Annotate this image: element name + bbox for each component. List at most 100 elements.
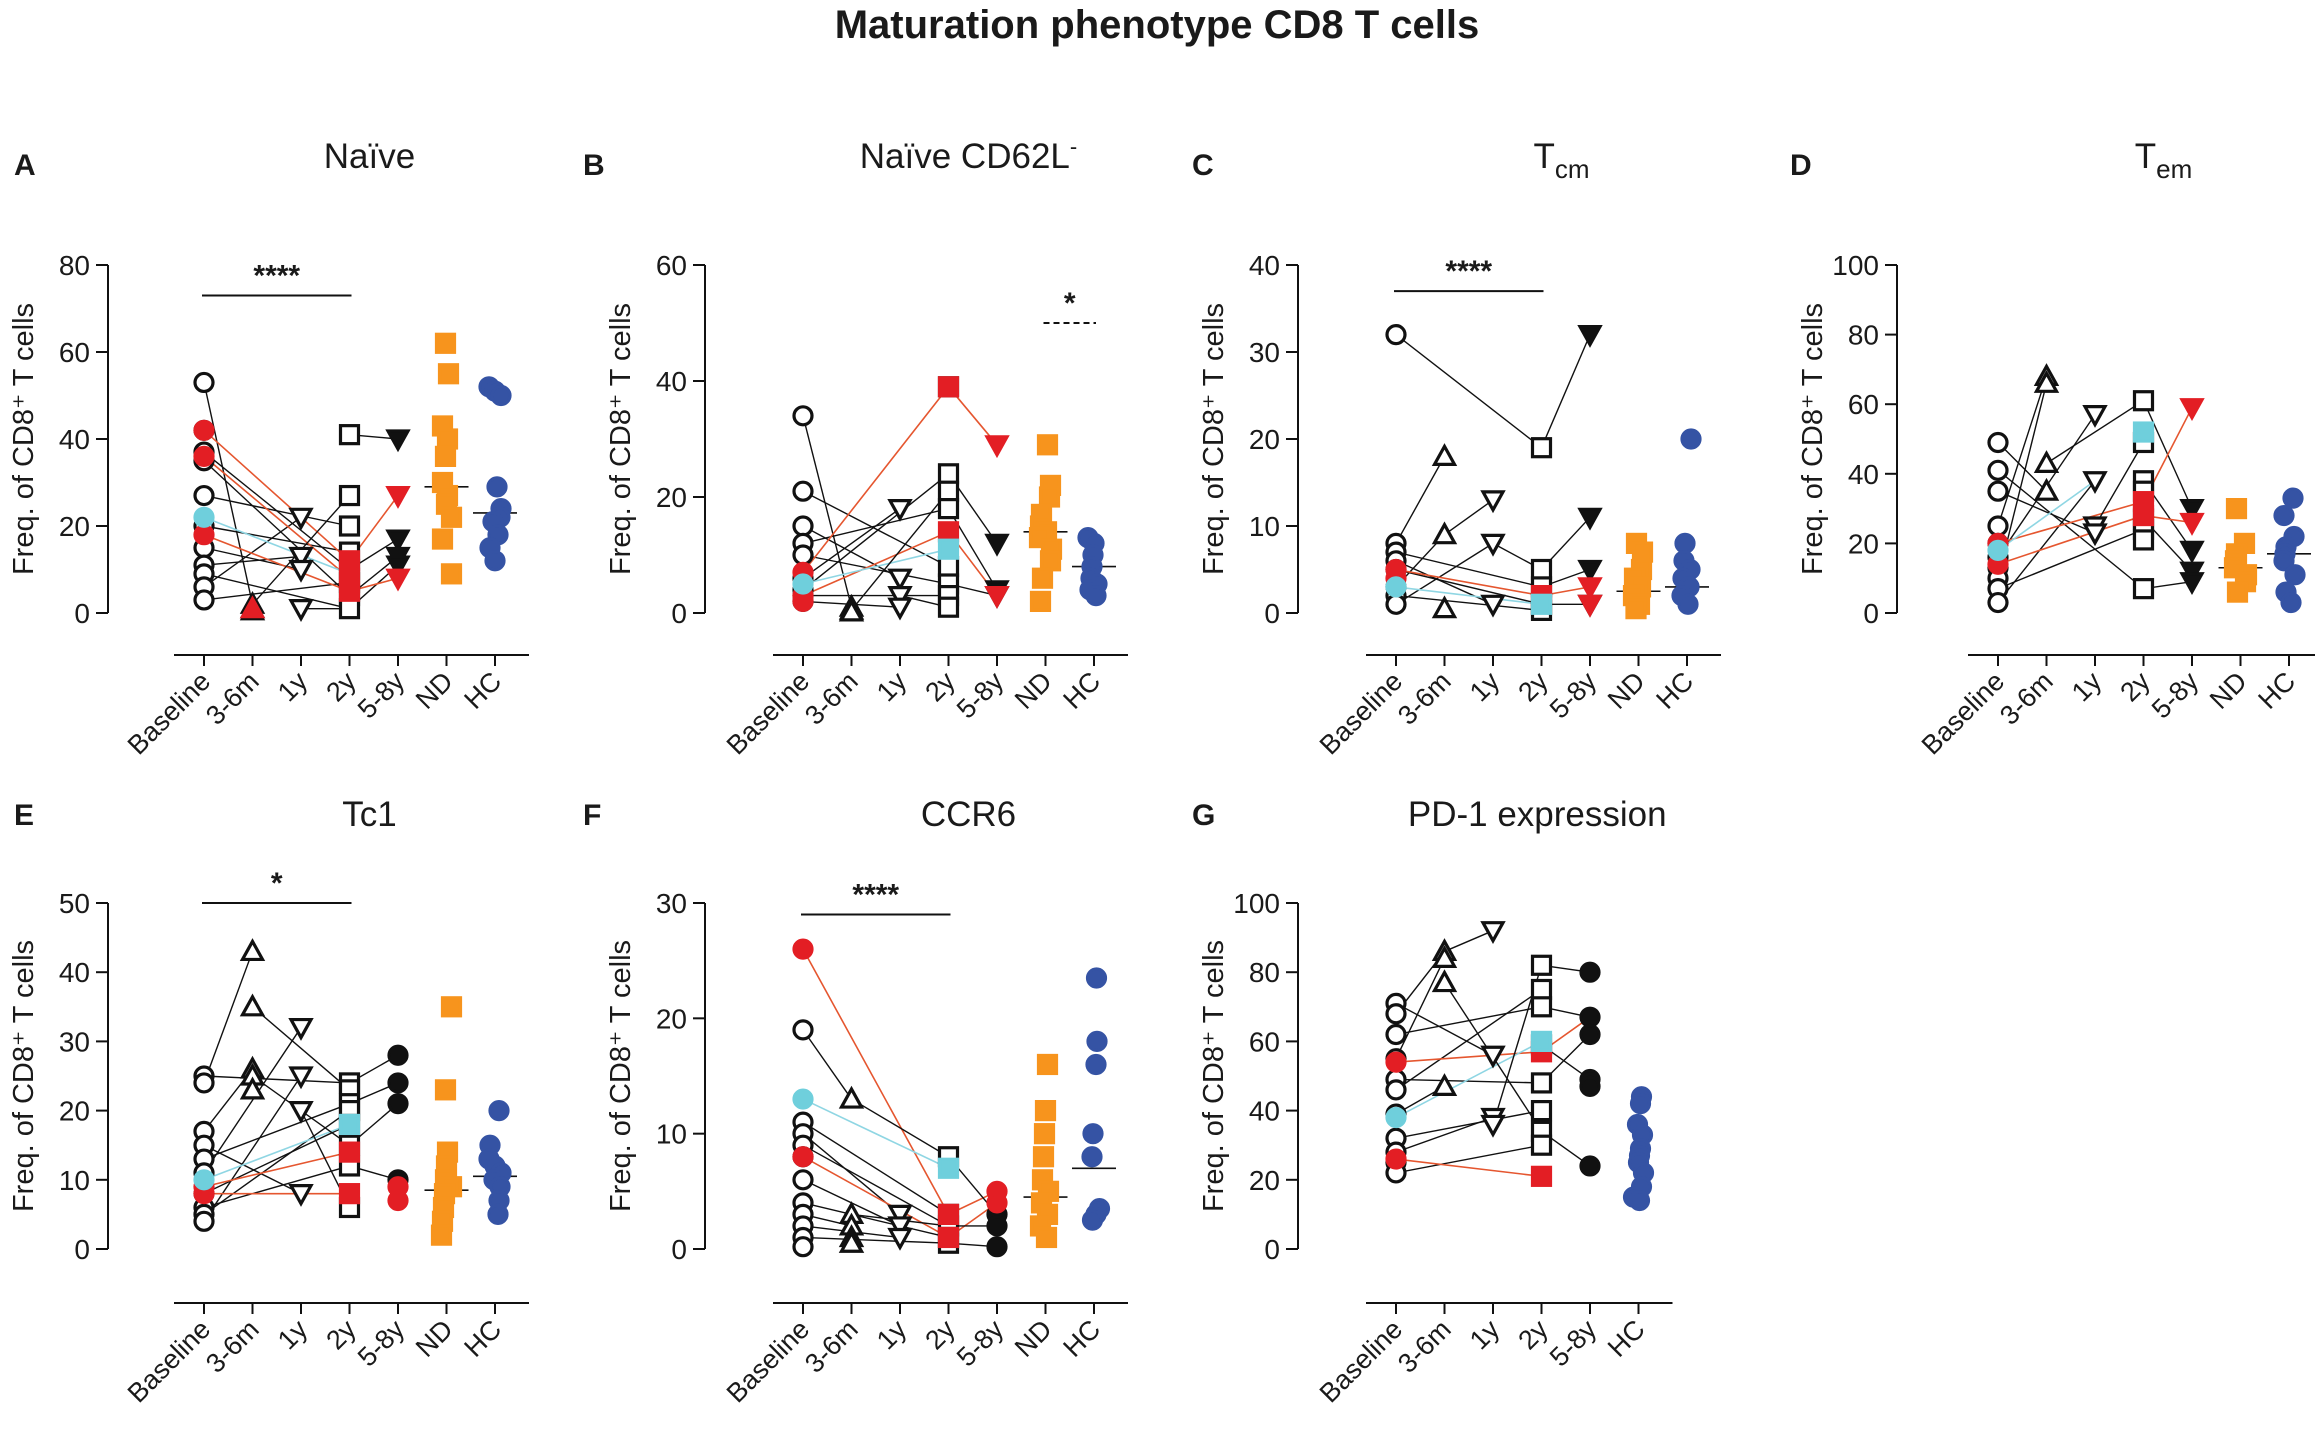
data-point [288, 1017, 314, 1041]
connecting-line [203, 1165, 350, 1209]
data-point-hc [1085, 967, 1108, 989]
data-point-nd [1625, 598, 1647, 620]
connecting-line [1395, 1116, 1494, 1153]
y-tick-label: 60 [656, 250, 687, 281]
data-point-hc [2273, 550, 2295, 572]
x-tick-label: ND [1009, 1314, 1058, 1363]
data-point [1480, 1045, 1506, 1069]
data-point [2179, 499, 2205, 522]
data-point-nd [1039, 550, 1062, 572]
connecting-line [1395, 594, 1542, 612]
data-point-hc [2273, 504, 2295, 527]
y-tick-label: 0 [74, 598, 90, 629]
y-tick-label: 10 [59, 1165, 90, 1196]
connecting-line [802, 1144, 949, 1227]
data-point [1385, 1051, 1407, 1073]
panel-letter: F [583, 799, 601, 832]
connecting-line [802, 1156, 949, 1239]
data-point [937, 1226, 960, 1249]
x-tick-label: 3-6m [200, 1314, 265, 1379]
data-point-nd [1036, 434, 1059, 456]
x-tick-label: HC [458, 1314, 507, 1363]
data-point [288, 1184, 314, 1207]
data-point [1431, 1073, 1458, 1096]
x-tick-label: 1y [272, 1314, 314, 1356]
y-tick-label: 40 [1249, 250, 1280, 281]
figure-title: Maturation phenotype CD8 T cells [835, 3, 1480, 47]
panel-letter: E [14, 799, 34, 832]
y-tick-label: 80 [1848, 320, 1879, 351]
data-point [1577, 594, 1603, 618]
data-point [986, 1215, 1008, 1237]
x-tick-label: 3-6m [1994, 666, 2059, 731]
data-point [385, 568, 411, 592]
y-tick-label: 60 [1249, 1026, 1280, 1057]
connecting-line [802, 473, 949, 591]
data-point [937, 1203, 960, 1226]
data-point-nd [430, 1224, 453, 1246]
y-tick-label: 0 [1264, 1234, 1280, 1265]
data-point [193, 524, 215, 546]
data-point [937, 463, 960, 485]
y-tick-label: 20 [1249, 424, 1280, 455]
y-tick-label: 60 [1848, 389, 1879, 420]
significance-label: **** [253, 259, 300, 292]
data-point [387, 1189, 409, 1212]
data-point [1579, 1075, 1601, 1097]
data-point [887, 568, 913, 592]
x-tick-label: 1y [871, 666, 913, 708]
panel-letter: B [583, 149, 605, 182]
panel-C: C Tcm 0 10 20 30 40 Freq. of CD8⁺ T cells Baseli… [1192, 137, 1721, 760]
data-point [937, 521, 960, 543]
data-point [1987, 480, 2009, 502]
connecting-line [802, 386, 950, 573]
data-point-nd [434, 1079, 457, 1101]
panel-letter: A [14, 149, 36, 182]
connecting-line [1444, 930, 1494, 953]
y-tick-label: 40 [59, 424, 90, 455]
y-tick-label: 50 [59, 888, 90, 919]
data-point [387, 1072, 409, 1094]
connecting-line [203, 516, 302, 588]
data-point [193, 371, 215, 394]
data-point [887, 1227, 913, 1251]
data-point-nd [1036, 1053, 1059, 1076]
data-point [1579, 1155, 1601, 1177]
connecting-line [252, 1006, 350, 1091]
data-point [2033, 370, 2060, 393]
connecting-line [802, 490, 949, 568]
y-tick-label: 30 [656, 888, 687, 919]
data-point [193, 506, 215, 528]
data-point [2082, 523, 2108, 547]
data-point [193, 589, 215, 611]
connecting-line [802, 1029, 853, 1100]
connecting-line [1395, 551, 1542, 588]
panel-B: B Naïve CD62L- 0 20 40 60 Freq. of CD8⁺ T cell… [583, 134, 1128, 760]
connecting-line [203, 382, 254, 605]
data-point-hc [487, 1203, 509, 1226]
data-point [2033, 477, 2060, 501]
x-tick-label: HC [1057, 666, 1106, 715]
y-tick-label: 20 [59, 1096, 90, 1127]
data-point [338, 484, 361, 507]
data-point [239, 938, 266, 962]
data-point [193, 419, 215, 441]
data-point [239, 1076, 266, 1100]
data-point [986, 1192, 1008, 1214]
data-point [1530, 1099, 1553, 1122]
data-point [2179, 540, 2205, 564]
data-point [792, 515, 814, 537]
data-point [937, 498, 960, 520]
data-point [1530, 978, 1553, 1001]
y-tick-label: 40 [59, 957, 90, 988]
connecting-line [1395, 1144, 1542, 1174]
data-point [1577, 325, 1603, 348]
data-point [338, 598, 361, 620]
y-tick-label: 10 [656, 1119, 687, 1150]
data-point [1480, 594, 1506, 618]
data-point [1530, 1030, 1553, 1053]
data-point-nd [1032, 1146, 1055, 1168]
data-point-nd [440, 563, 463, 585]
data-point [385, 529, 411, 553]
